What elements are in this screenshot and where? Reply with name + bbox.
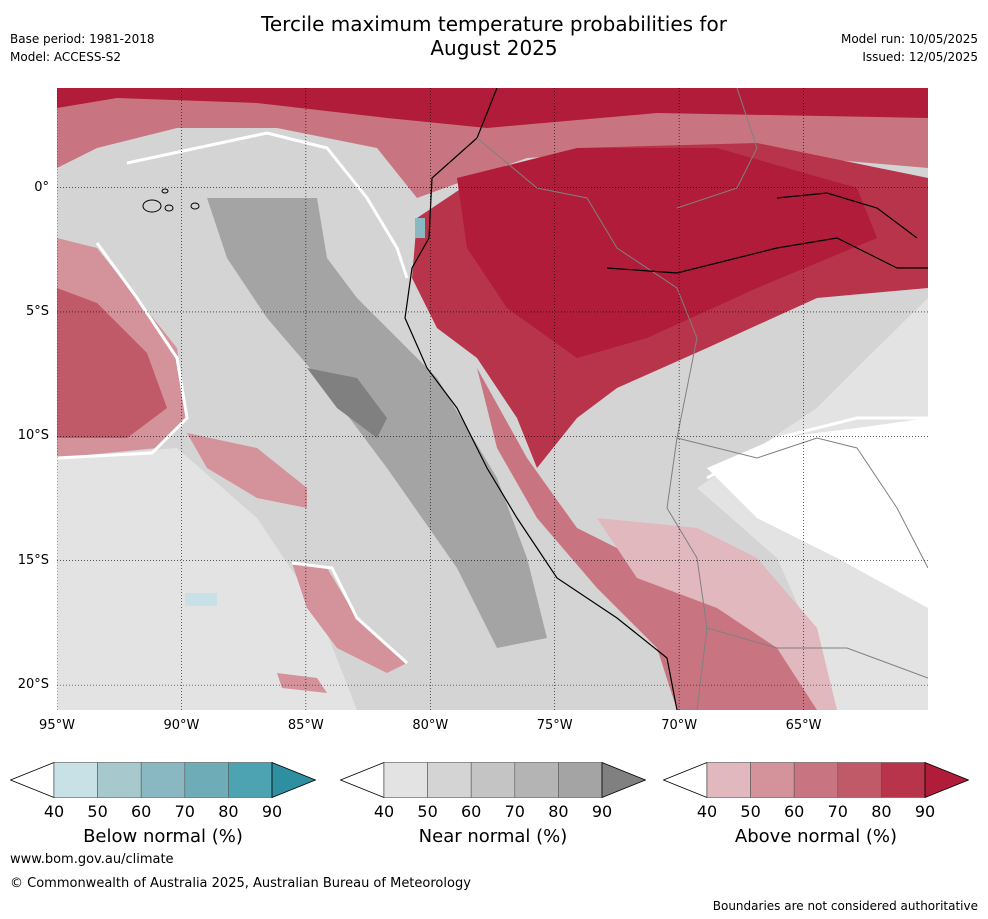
latitude-label: 15°S [17,552,49,568]
colorbar-segment [53,762,98,798]
colorbar-tick: 50 [87,802,108,821]
galapagos-islands [142,188,200,213]
colorbar-segment [793,762,839,798]
colorbar-above [663,762,969,798]
longitude-label: 80°W [412,718,449,733]
latitude-label: 5°S [25,303,49,319]
longitude-label: 65°W [785,718,822,733]
colorbar-tick: 90 [914,802,936,821]
colorbar-segment [140,762,186,798]
colorbar-tick: 50 [740,802,761,821]
footer-copyright: © Commonwealth of Australia 2025, Austra… [10,876,471,891]
metadata-right: Model run: 10/05/2025 Issued: 12/05/2025 [841,30,978,66]
colorbar-segment [837,762,882,798]
colorbar-segment [427,762,472,798]
colorbar-near [340,762,646,798]
colorbar-segment [750,762,795,798]
above-coastal-band [477,368,827,710]
colorbar-tick: 50 [417,802,438,821]
colorbar-tick: 40 [373,802,395,821]
colorbar-label: Above normal (%) [734,826,898,847]
contour-north [126,131,409,279]
footer-disclaimer: Boundaries are not considered authoritat… [712,899,978,913]
colorbar-below [10,762,316,798]
colorbar-segment [514,762,559,798]
title-line-2: August 2025 [430,36,558,60]
below-patch-1 [185,593,217,606]
above-west-ocean-core [57,288,167,438]
longitude-label: 70°W [661,718,698,733]
contour-east [706,416,928,480]
rivers [606,192,928,274]
colorbar-min-extend [663,762,708,798]
colorbar-label: Below normal (%) [83,826,243,847]
colorbar-segment [383,762,428,798]
colorbar-segment [184,762,229,798]
contour-south-patch [291,561,409,665]
above-mainland-core [457,148,877,358]
coastline [404,88,678,710]
contour-west [57,242,189,460]
colorbar-tick: 70 [174,802,195,821]
footer-url: www.bom.gov.au/climate [10,852,174,867]
colorbar-min-extend [340,762,385,798]
latitude-label: 0° [34,179,49,195]
base-period: Base period: 1981-2018 [10,32,155,46]
colorbar-segment [706,762,751,798]
above-north-band [57,88,928,198]
model-run: Model run: 10/05/2025 [840,32,978,46]
colorbar-min-extend [10,762,55,798]
above-patch-2 [292,563,407,673]
colorbar-max-extend [924,762,969,798]
colorbar-max-extend [601,762,646,798]
longitude-label: 90°W [163,718,200,733]
colorbar-tick: 60 [131,802,152,821]
map-title: Tercile maximum temperature probabilitie… [0,12,988,60]
colorbar-tick: 90 [591,802,613,821]
colorbar-tick: 40 [43,802,65,821]
title-line-1: Tercile maximum temperature probabilitie… [261,12,727,36]
colorbar-segment [558,762,603,798]
colorbar-tick: 80 [871,802,892,821]
colorbar-segment [881,762,926,798]
above-patch-1 [187,433,307,508]
normal-east-white [707,418,928,608]
above-north-strong [57,88,928,128]
graticule [57,88,928,710]
latitude-label: 10°S [17,428,49,444]
probability-map [57,88,928,710]
colorbar-tick: 70 [827,802,848,821]
below-patch-2 [415,218,425,238]
colorbar-label: Near normal (%) [418,826,568,847]
colorbar-tick: 90 [261,802,283,821]
above-coastal-light [597,518,837,710]
latitude-label: 20°S [17,677,49,693]
colorbar-segment [470,762,516,798]
metadata-left: Base period: 1981-2018 Model: ACCESS-S2 [10,30,155,66]
colorbar-tick: 80 [218,802,239,821]
colorbar-max-extend [271,762,316,798]
country-borders [476,88,928,710]
longitude-label: 85°W [287,718,324,733]
near-south-light [57,448,357,710]
colorbar-tick: 70 [504,802,525,821]
issued-date: Issued: 12/05/2025 [862,50,978,64]
colorbar-segment [97,762,142,798]
model-name: Model: ACCESS-S2 [10,50,122,64]
colorbar-tick: 60 [784,802,805,821]
longitude-label: 75°W [536,718,573,733]
colorbar-tick: 40 [696,802,718,821]
longitude-label: 95°W [39,718,75,733]
colorbar-tick: 60 [461,802,482,821]
colorbar-segment [228,762,273,798]
colorbar-tick: 80 [548,802,569,821]
near-offshore-darkest [307,368,387,438]
above-patch-3 [277,673,327,693]
